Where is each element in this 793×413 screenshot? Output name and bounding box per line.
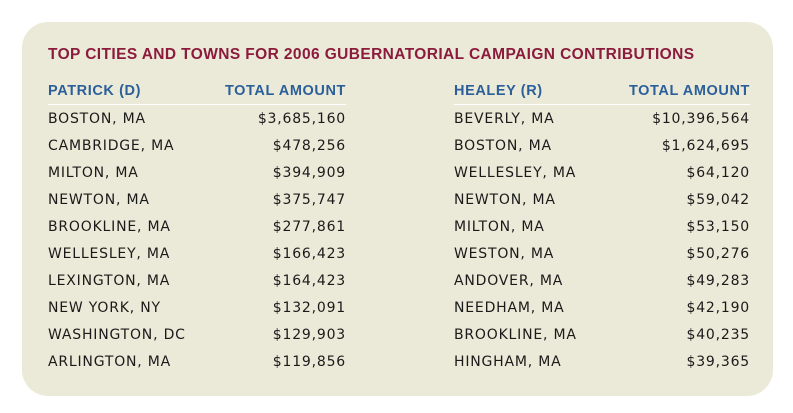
amount-cell: $42,190: [686, 300, 750, 316]
patrick-header-amount: TOTAL AMOUNT: [224, 83, 346, 99]
patrick-header-row: PATRICK (D) TOTAL AMOUNT: [48, 78, 346, 105]
table-row: WASHINGTON, DC $129,903: [48, 322, 346, 349]
contributions-card: [22, 22, 773, 396]
city-cell: BOSTON, MA: [454, 138, 552, 154]
amount-cell: $64,120: [686, 165, 750, 181]
city-cell: WASHINGTON, DC: [48, 327, 186, 343]
table-row: NEW YORK, NY $132,091: [48, 295, 346, 322]
table-row: BOSTON, MA $3,685,160: [48, 106, 346, 133]
city-cell: WESTON, MA: [454, 246, 555, 262]
amount-cell: $1,624,695: [661, 138, 750, 154]
table-row: NEWTON, MA $375,747: [48, 187, 346, 214]
amount-cell: $164,423: [272, 273, 346, 289]
city-cell: BROOKLINE, MA: [454, 327, 577, 343]
city-cell: WELLESLEY, MA: [48, 246, 171, 262]
healey-header-amount: TOTAL AMOUNT: [628, 83, 750, 99]
city-cell: ANDOVER, MA: [454, 273, 564, 289]
amount-cell: $132,091: [272, 300, 346, 316]
city-cell: CAMBRIDGE, MA: [48, 138, 175, 154]
table-row: CAMBRIDGE, MA $478,256: [48, 133, 346, 160]
amount-cell: $39,365: [686, 354, 750, 370]
healey-table: HEALEY (R) TOTAL AMOUNT BEVERLY, MA $10,3…: [454, 78, 750, 376]
amount-cell: $50,276: [686, 246, 750, 262]
city-cell: BROOKLINE, MA: [48, 219, 171, 235]
patrick-rows: BOSTON, MA $3,685,160 CAMBRIDGE, MA $478,25…: [48, 105, 346, 376]
city-cell: ARLINGTON, MA: [48, 354, 172, 370]
city-cell: NEWTON, MA: [48, 192, 150, 208]
table-row: BROOKLINE, MA $277,861: [48, 214, 346, 241]
city-cell: MILTON, MA: [48, 165, 139, 181]
amount-cell: $53,150: [686, 219, 750, 235]
table-title: TOP CITIES AND TOWNS FOR 2006 GUBERNATOR…: [48, 46, 695, 63]
amount-cell: $49,283: [686, 273, 750, 289]
amount-cell: $10,396,564: [652, 111, 750, 127]
table-row: HINGHAM, MA $39,365: [454, 349, 750, 376]
city-cell: NEEDHAM, MA: [454, 300, 565, 316]
healey-rows: BEVERLY, MA $10,396,564 BOSTON, MA $1,624,6…: [454, 105, 750, 376]
city-cell: LEXINGTON, MA: [48, 273, 171, 289]
city-cell: NEW YORK, NY: [48, 300, 161, 316]
city-cell: NEWTON, MA: [454, 192, 556, 208]
table-row: LEXINGTON, MA $164,423: [48, 268, 346, 295]
amount-cell: $375,747: [272, 192, 346, 208]
amount-cell: $3,685,160: [257, 111, 346, 127]
table-row: NEWTON, MA $59,042: [454, 187, 750, 214]
patrick-table: PATRICK (D) TOTAL AMOUNT BOSTON, MA $3,68…: [48, 78, 346, 376]
amount-cell: $119,856: [272, 354, 346, 370]
amount-cell: $478,256: [272, 138, 346, 154]
amount-cell: $40,235: [686, 327, 750, 343]
amount-cell: $166,423: [272, 246, 346, 262]
table-row: WELLESLEY, MA $64,120: [454, 160, 750, 187]
table-row: BOSTON, MA $1,624,695: [454, 133, 750, 160]
table-row: MILTON, MA $394,909: [48, 160, 346, 187]
city-cell: BEVERLY, MA: [454, 111, 555, 127]
amount-cell: $59,042: [686, 192, 750, 208]
table-row: BEVERLY, MA $10,396,564: [454, 106, 750, 133]
patrick-header-name: PATRICK (D): [48, 83, 142, 99]
table-row: ANDOVER, MA $49,283: [454, 268, 750, 295]
healey-header-name: HEALEY (R): [454, 83, 543, 99]
city-cell: BOSTON, MA: [48, 111, 146, 127]
city-cell: MILTON, MA: [454, 219, 545, 235]
city-cell: HINGHAM, MA: [454, 354, 562, 370]
amount-cell: $129,903: [272, 327, 346, 343]
amount-cell: $277,861: [272, 219, 346, 235]
table-row: NEEDHAM, MA $42,190: [454, 295, 750, 322]
table-row: WESTON, MA $50,276: [454, 241, 750, 268]
city-cell: WELLESLEY, MA: [454, 165, 577, 181]
table-row: BROOKLINE, MA $40,235: [454, 322, 750, 349]
healey-header-row: HEALEY (R) TOTAL AMOUNT: [454, 78, 750, 105]
table-row: ARLINGTON, MA $119,856: [48, 349, 346, 376]
table-row: WELLESLEY, MA $166,423: [48, 241, 346, 268]
table-row: MILTON, MA $53,150: [454, 214, 750, 241]
amount-cell: $394,909: [272, 165, 346, 181]
